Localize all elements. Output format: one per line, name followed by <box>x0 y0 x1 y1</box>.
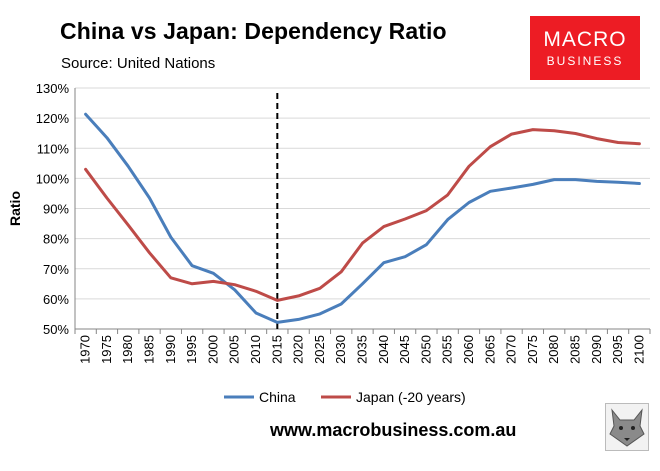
x-tick-label: 1995 <box>184 335 199 364</box>
x-tick-label: 2010 <box>248 335 263 364</box>
y-tick-label: 50% <box>43 322 69 337</box>
x-tick-label: 2080 <box>546 335 561 364</box>
x-tick-label: 2015 <box>269 335 284 364</box>
y-tick-label: 70% <box>43 262 69 277</box>
x-tick-label: 2035 <box>355 335 370 364</box>
x-tick-label: 2095 <box>610 335 625 364</box>
macrobusiness-logo: MACRO BUSINESS <box>530 16 640 80</box>
x-tick-label: 2025 <box>312 335 327 364</box>
x-tick-label: 2085 <box>567 335 582 364</box>
y-tick-label: 100% <box>36 171 70 186</box>
x-tick-label: 2090 <box>589 335 604 364</box>
x-tick-label: 2005 <box>227 335 242 364</box>
x-tick-label: 1990 <box>163 335 178 364</box>
x-tick-label: 2060 <box>461 335 476 364</box>
legend-label: Japan (-20 years) <box>356 389 466 405</box>
y-tick-label: 90% <box>43 202 69 217</box>
x-tick-label: 2055 <box>440 335 455 364</box>
x-tick-label: 2040 <box>376 335 391 364</box>
y-tick-label: 110% <box>37 141 70 156</box>
chart-subtitle: Source: United Nations <box>61 55 216 72</box>
series-line-china <box>84 112 641 324</box>
series-line-japan <box>84 128 641 302</box>
x-tick-label: 2020 <box>291 335 306 364</box>
y-tick-label: 120% <box>36 111 70 126</box>
x-tick-label: 1975 <box>99 335 114 364</box>
x-tick-label: 2030 <box>333 335 348 364</box>
chart-title: China vs Japan: Dependency Ratio <box>60 18 447 44</box>
line-chart: 50% 60% 70% 80% 90% 100% 110% 120% 130% 1970 1975 1… <box>7 81 651 405</box>
x-tick-label: 2070 <box>504 335 519 364</box>
y-tick-label: 130% <box>36 81 70 96</box>
x-tick-label: 2100 <box>631 335 646 364</box>
legend-label: China <box>259 389 296 405</box>
y-tick-label: 60% <box>43 292 69 307</box>
y-axis-title: Ratio <box>7 191 23 226</box>
x-tick-label: 1980 <box>120 335 135 364</box>
x-tick-label: 1970 <box>78 335 93 364</box>
x-tick-label: 2000 <box>205 335 220 364</box>
x-tick-label: 2075 <box>525 335 540 364</box>
x-tick-label: 2065 <box>482 335 497 364</box>
fox-logo-icon <box>605 403 649 451</box>
x-tick-label: 2045 <box>397 335 412 364</box>
footer-url: www.macrobusiness.com.au <box>270 420 517 440</box>
x-tick-label: 1985 <box>142 335 157 364</box>
logo-line-1: MACRO <box>543 28 627 51</box>
x-tick-label: 2050 <box>418 335 433 364</box>
logo-line-2: BUSINESS <box>546 54 624 68</box>
y-tick-label: 80% <box>43 232 69 247</box>
